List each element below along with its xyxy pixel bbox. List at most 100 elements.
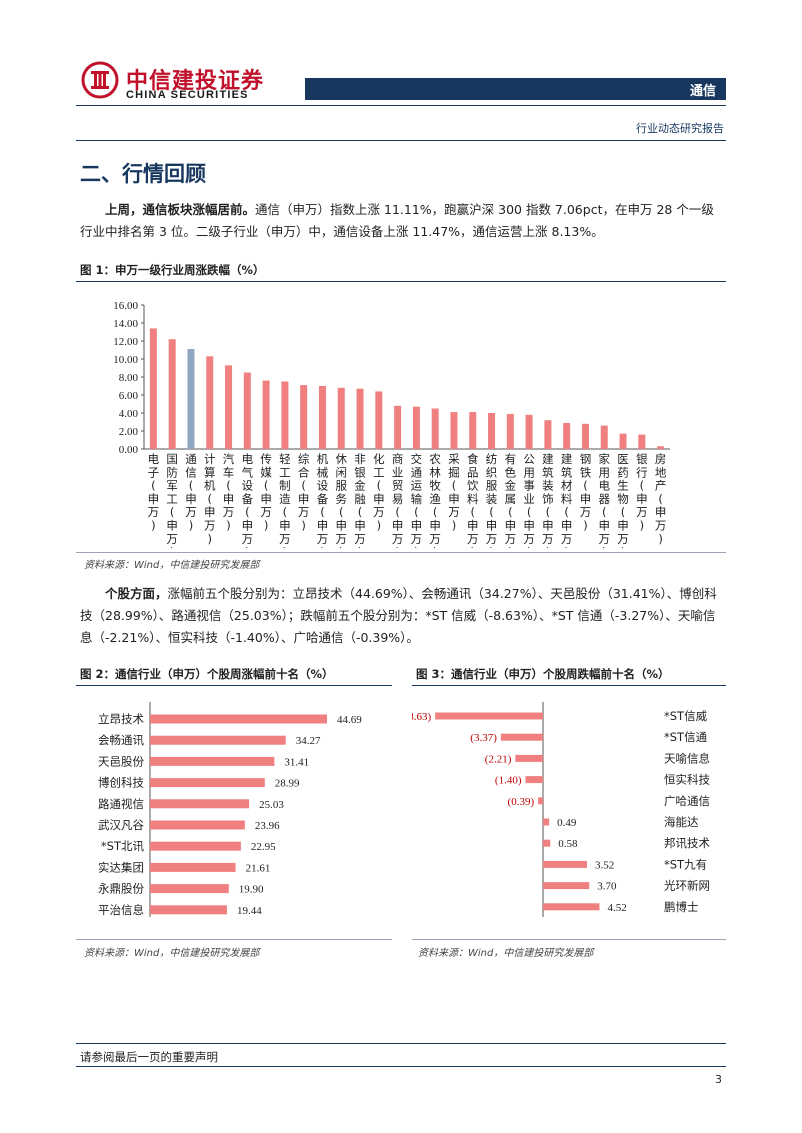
data-label: 44.69	[337, 714, 362, 726]
paragraph-body: 通信（申万）指数上涨 11.11%，跑赢沪深 300 指数 7.06pct，在申…	[80, 202, 714, 239]
data-label: 21.61	[246, 862, 271, 874]
brand-name-en: CHINA SECURITIES	[126, 89, 249, 101]
y-category-label: 天邑股份	[98, 754, 144, 768]
bar	[394, 405, 402, 449]
y-tick-label: 0.00	[119, 444, 139, 456]
bar	[150, 841, 241, 851]
x-category-label: 医药生物(申万)	[617, 452, 629, 548]
bar	[600, 425, 608, 449]
y-category-label: 实达集团	[98, 860, 144, 874]
x-category-label: 采掘(申万)	[448, 452, 460, 533]
category-label: 恒实科技	[664, 773, 710, 787]
x-category-label: 公用事业(申万)	[523, 452, 535, 548]
data-label: (3.37)	[470, 732, 497, 744]
x-category-label: 传媒(申万)	[260, 452, 272, 533]
bar	[506, 413, 514, 449]
category-label: 广哈通信	[664, 794, 710, 808]
x-category-label: 商业贸易(申万)	[392, 452, 404, 548]
bar	[356, 388, 364, 449]
bar	[150, 714, 327, 724]
data-label: 3.70	[597, 881, 617, 893]
y-tick-label: 16.00	[113, 300, 138, 312]
bar	[488, 413, 496, 449]
footer-divider-2	[76, 1066, 726, 1067]
x-category-label: 计算机(申万)	[204, 452, 216, 546]
figure-2-bottom-rule	[76, 939, 392, 940]
x-category-label: 非银金融(申万)	[354, 452, 366, 548]
y-tick-label: 8.00	[119, 372, 139, 384]
data-label: 4.52	[608, 902, 627, 914]
figure-1-chart: 0.00 2.00 4.00 6.00 8.00 10.00 12.00 14.00 16.00…	[113, 300, 670, 548]
brand-logo-icon	[81, 61, 119, 99]
paragraph-lead: 个股方面，	[105, 586, 168, 601]
header-divider-2	[76, 140, 726, 141]
category-label: *ST信威	[664, 709, 708, 723]
category-label: *ST九有	[664, 857, 707, 871]
sector-tag: 通信	[689, 84, 716, 99]
report-type: 行业动态研究报告	[636, 122, 724, 135]
bar	[149, 328, 157, 449]
figure-3-bottom-rule	[412, 939, 726, 940]
bar	[150, 756, 275, 766]
section-title: 二、行情回顾	[80, 162, 206, 186]
data-label: (2.21)	[485, 753, 512, 765]
paragraph-stocks: 个股方面，涨幅前五个股分别为：立昂技术（44.69%）、会畅通讯（34.27%）…	[80, 583, 726, 649]
bar	[435, 712, 543, 720]
figure-3-top-rule	[412, 685, 726, 686]
x-category-label: 钢铁(申万)	[580, 452, 592, 533]
x-category-label: 通信(申万)	[185, 452, 197, 533]
bar	[206, 356, 214, 449]
bar	[538, 797, 543, 805]
x-category-label: 家用电器(申万)	[599, 452, 611, 548]
bar	[150, 905, 227, 915]
bar	[543, 903, 600, 911]
bar	[450, 412, 458, 449]
footer-disclaimer: 请参阅最后一页的重要声明	[80, 1050, 218, 1064]
x-category-label: 交通运输(申万)	[411, 452, 423, 548]
page-number: 3	[715, 1073, 722, 1086]
bar	[563, 422, 571, 449]
figure-2-source: 资料来源：Wind，中信建投研究发展部	[84, 948, 260, 959]
bar	[300, 385, 308, 449]
bar	[150, 799, 250, 809]
bar	[543, 818, 550, 826]
bar	[581, 423, 589, 449]
bar	[150, 862, 236, 872]
bar	[168, 339, 176, 449]
figure-1-top-rule	[76, 281, 726, 282]
x-category-label: 休闲服务(申万)	[336, 452, 348, 548]
x-category-label: 国防军工(申万)	[166, 452, 178, 548]
bar	[412, 406, 420, 449]
y-category-label: 会畅通讯	[98, 733, 144, 747]
figure-3-source: 资料来源：Wind，中信建投研究发展部	[418, 948, 594, 959]
x-category-label: 建筑材料(申万)	[561, 452, 573, 548]
brand-name-cn: 中信建投证券	[126, 69, 265, 94]
x-category-label: 房地产(申万)	[655, 452, 667, 546]
footer-divider	[76, 1043, 726, 1044]
category-label: 邦讯技术	[664, 836, 710, 850]
x-category-label: 化工(申万)	[373, 452, 385, 533]
data-label: (0.39)	[508, 796, 535, 808]
y-tick-label: 4.00	[119, 408, 139, 420]
data-label: 0.49	[557, 817, 577, 829]
paragraph-market-review: 上周，通信板块涨幅居前。通信（申万）指数上涨 11.11%，跑赢沪深 300 指…	[80, 199, 726, 243]
header-bar: 通信	[305, 78, 726, 100]
header-divider	[76, 105, 726, 106]
bar	[469, 412, 477, 449]
category-label: *ST信通	[664, 730, 708, 744]
data-label: (1.40)	[495, 775, 522, 787]
bar	[515, 754, 543, 762]
data-label: 34.27	[296, 735, 321, 747]
figure-3-title: 图 3：通信行业（申万）个股周跌幅前十名（%）	[416, 667, 670, 681]
bar	[262, 380, 270, 449]
x-category-label: 电子(申万)	[148, 452, 160, 533]
x-category-label: 机械设备(申万)	[317, 452, 329, 548]
x-category-label: 农林牧渔(申万)	[429, 452, 441, 548]
bar	[431, 408, 439, 449]
bar	[500, 733, 543, 741]
category-label: 鹏博士	[664, 900, 699, 914]
figure-2-title: 图 2：通信行业（申万）个股周涨幅前十名（%）	[80, 667, 334, 681]
bar	[525, 776, 543, 784]
figure-1-bottom-rule	[76, 552, 726, 553]
figure-2-top-rule	[76, 685, 392, 686]
